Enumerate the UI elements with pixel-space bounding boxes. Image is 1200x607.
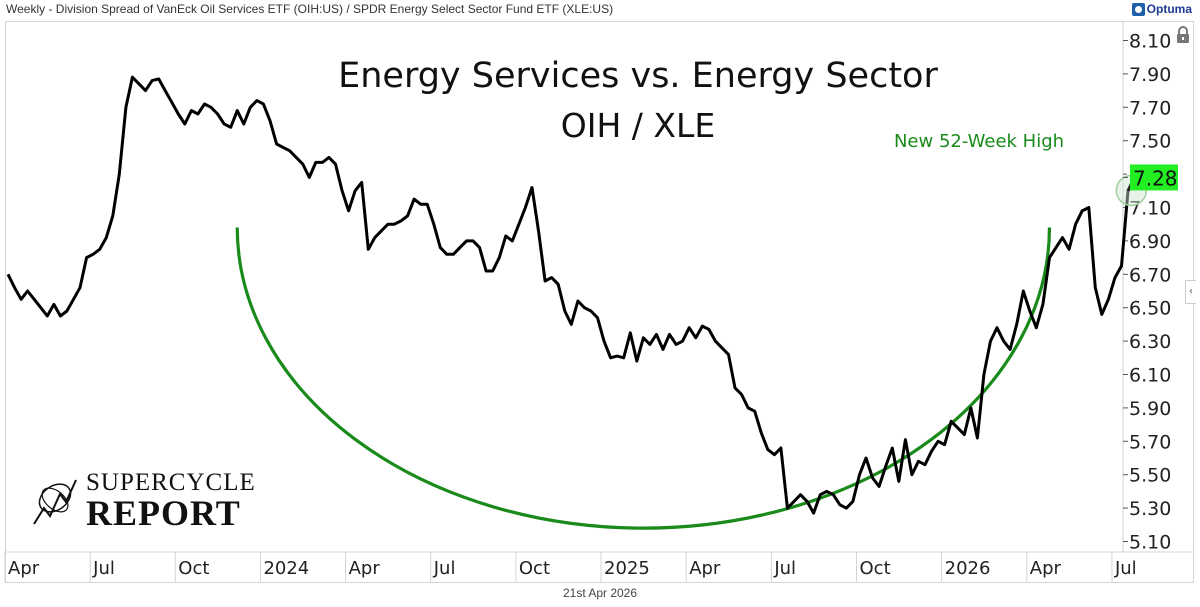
- logo-line2: REPORT: [86, 493, 241, 533]
- x-tick-label: Oct: [178, 558, 209, 579]
- chart-header-title: Weekly - Division Spread of VanEck Oil S…: [6, 2, 614, 16]
- x-tick-label: Oct: [519, 558, 550, 579]
- y-tick-label: 5.90: [1129, 398, 1171, 420]
- y-tick-label: 5.50: [1129, 465, 1171, 487]
- brand-label: Optuma: [1146, 2, 1192, 16]
- y-tick-label: 7.50: [1129, 131, 1171, 153]
- y-tick-label: 6.30: [1129, 331, 1171, 353]
- supercycle-logo-icon: [33, 479, 77, 525]
- x-tick-label: Apr: [349, 558, 381, 579]
- y-tick-label: 6.70: [1129, 264, 1171, 286]
- x-tick-label: 2025: [604, 558, 650, 579]
- x-tick-label: 2024: [263, 558, 309, 579]
- supercycle-report-logo: SUPERCYCLE REPORT: [30, 470, 256, 531]
- cup-arc: [235, 227, 1052, 530]
- y-tick-label: 8.10: [1129, 31, 1171, 53]
- y-tick-label: 5.70: [1129, 431, 1171, 453]
- x-tick-label: Jul: [433, 558, 456, 579]
- x-tick-label: Jul: [92, 558, 115, 579]
- optuma-logo-icon: [1131, 2, 1145, 16]
- x-tick-label: Apr: [8, 558, 40, 579]
- y-tick-label: 5.10: [1129, 532, 1171, 554]
- y-tick-label: 7.70: [1129, 97, 1171, 119]
- new-52-week-high-label: New 52-Week High: [894, 131, 1064, 152]
- chart-title: Energy Services vs. Energy Sector: [338, 56, 938, 96]
- x-tick-label: 2026: [945, 558, 991, 579]
- collapse-panel-button[interactable]: ‹: [1185, 280, 1196, 304]
- x-tick-label: Oct: [860, 558, 891, 579]
- y-tick-label: 7.90: [1129, 64, 1171, 86]
- y-tick-label: 6.50: [1129, 298, 1171, 320]
- logo-line1: SUPERCYCLE: [86, 469, 256, 496]
- chart-subtitle: OIH / XLE: [561, 106, 715, 145]
- x-tick-label: Apr: [689, 558, 721, 579]
- x-tick-label: Jul: [1114, 558, 1137, 579]
- y-tick-label: 6.10: [1129, 365, 1171, 387]
- last-value-label: 7.28: [1133, 166, 1178, 190]
- last-value-badge: [1130, 164, 1178, 191]
- x-tick-label: Jul: [773, 558, 796, 579]
- x-tick-label: Apr: [1030, 558, 1062, 579]
- optuma-brand: Optuma: [1131, 2, 1192, 16]
- lock-icon[interactable]: [1175, 26, 1191, 44]
- y-tick-label: 6.90: [1129, 231, 1171, 253]
- series-line-oih-xle: [6, 75, 1136, 515]
- y-tick-label: 5.30: [1129, 498, 1171, 520]
- chart-date: 21st Apr 2026: [562, 586, 638, 600]
